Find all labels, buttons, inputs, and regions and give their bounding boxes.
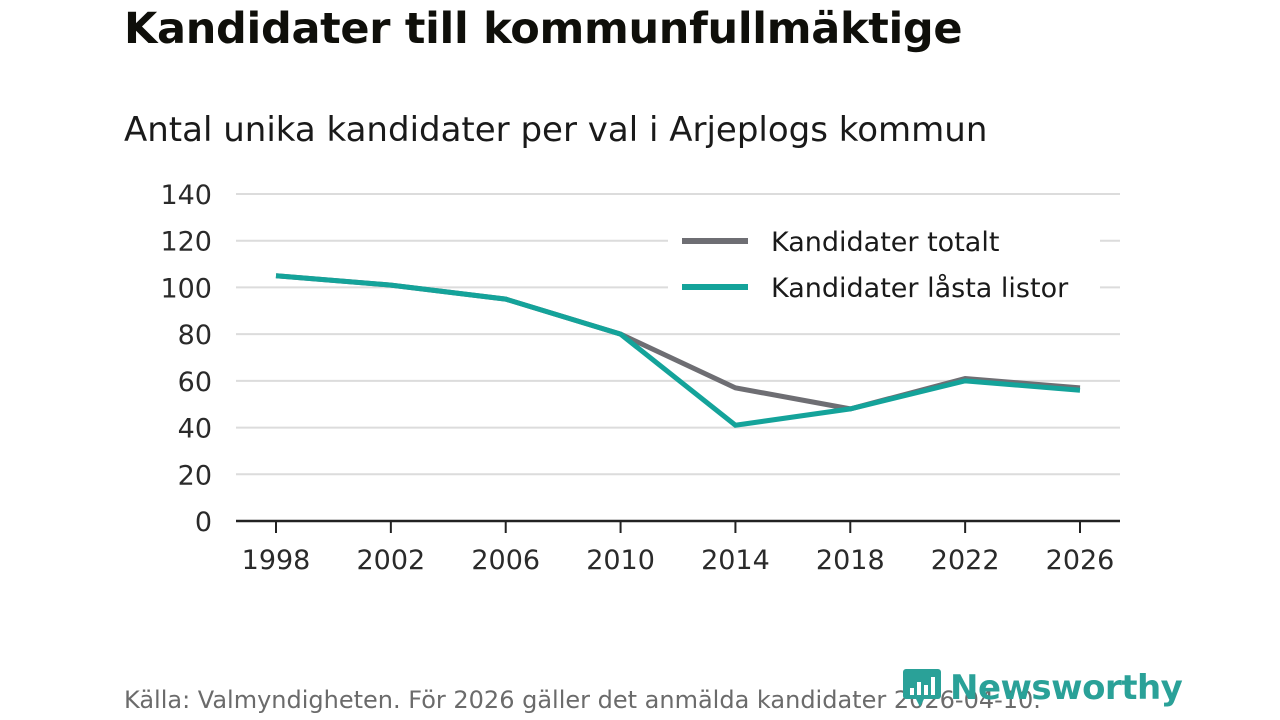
x-tick-label-2010: 2010	[586, 545, 655, 576]
y-tick-label-80: 80	[178, 320, 212, 351]
legend-background	[668, 216, 1100, 316]
legend-label-totalt: Kandidater totalt	[771, 227, 999, 258]
y-tick-label-40: 40	[178, 414, 212, 445]
y-tick-label-100: 100	[160, 273, 212, 304]
x-tick-label-2022: 2022	[931, 545, 1000, 576]
y-tick-label-20: 20	[178, 460, 212, 491]
y-tick-label-0: 0	[195, 507, 212, 538]
x-tick-label-2002: 2002	[356, 545, 425, 576]
brand-name: Newsworthy	[950, 668, 1183, 708]
y-tick-label-120: 120	[160, 227, 212, 258]
chart-subtitle: Antal unika kandidater per val i Arjeplo…	[124, 110, 988, 150]
newsworthy-logo-icon	[903, 669, 941, 707]
brand-logo: Newsworthy	[902, 668, 1183, 708]
y-tick-label-60: 60	[178, 367, 212, 398]
chart-title: Kandidater till kommunfullmäktige	[124, 4, 963, 54]
x-tick-label-2006: 2006	[471, 545, 540, 576]
x-tick-label-1998: 1998	[242, 545, 311, 576]
y-tick-label-140: 140	[160, 180, 212, 211]
x-tick-label-2014: 2014	[701, 545, 770, 576]
x-tick-label-2018: 2018	[816, 545, 885, 576]
legend-label-lasta-listor: Kandidater låsta listor	[771, 273, 1069, 304]
series-line-lasta-listor	[275, 273, 1081, 428]
source-caption: Källa: Valmyndigheten. För 2026 gäller d…	[124, 686, 1041, 714]
x-tick-label-2026: 2026	[1046, 545, 1115, 576]
